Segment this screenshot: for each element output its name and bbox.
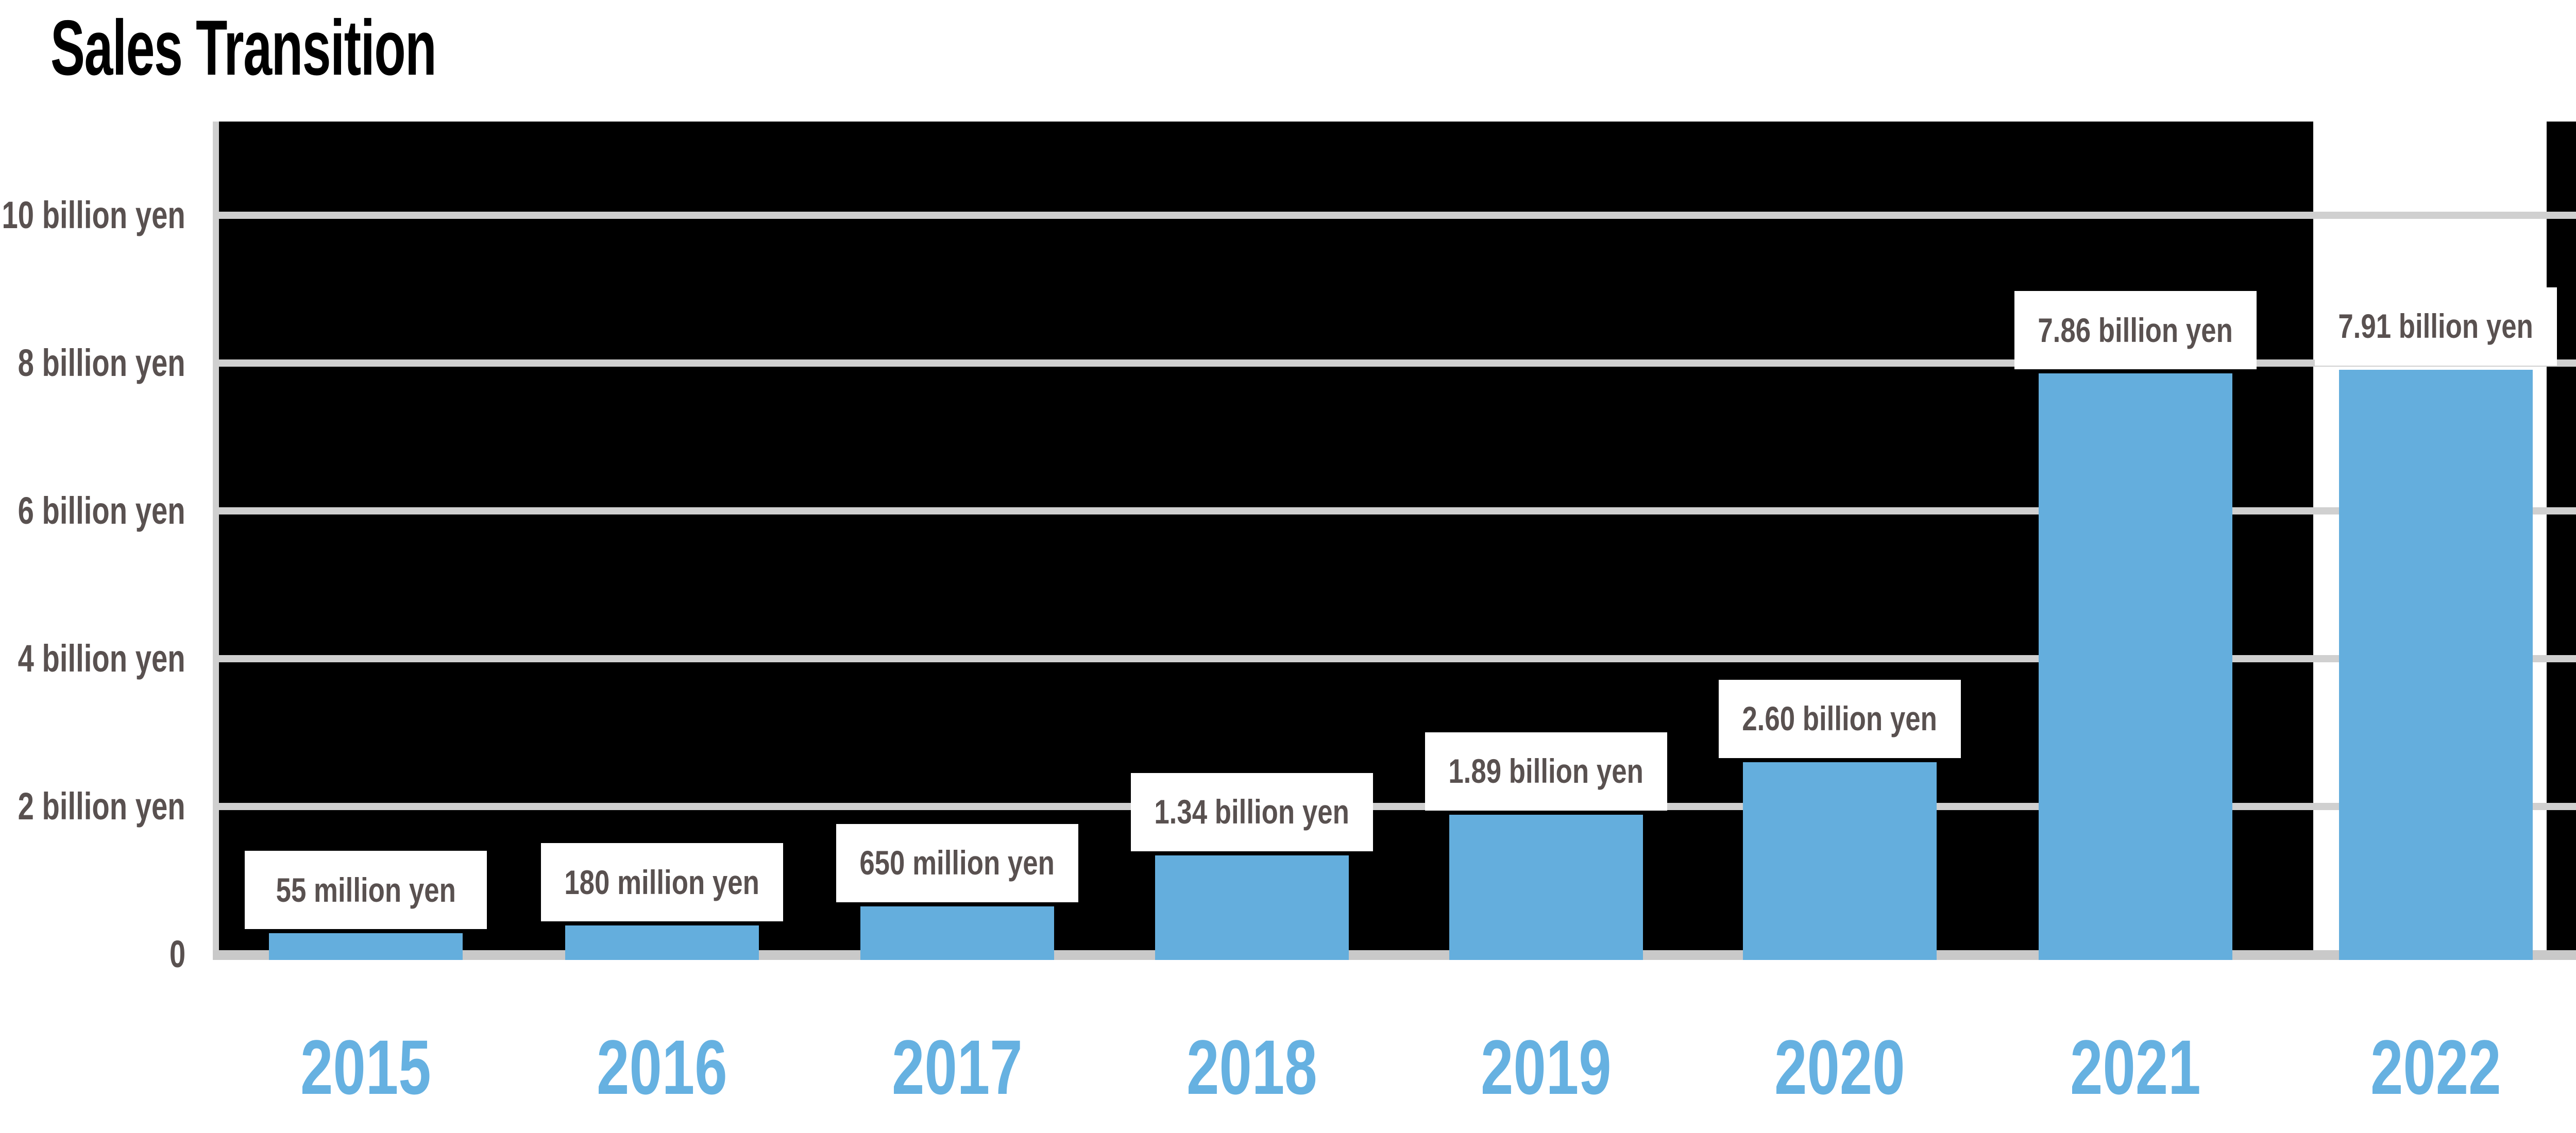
x-axis-year-label: 2017: [823, 1026, 1091, 1108]
bar-value-text: 7.86 billion yen: [2038, 311, 2233, 349]
bar-value-text: 650 million yen: [859, 844, 1055, 882]
bar: [2039, 373, 2232, 960]
bar-value-label: 180 million yen: [541, 843, 783, 922]
year-text: 2020: [1774, 1024, 1905, 1110]
y-axis-label: 10 billion yen: [2, 194, 185, 236]
year-text: 2015: [300, 1024, 431, 1110]
year-text: 2016: [597, 1024, 727, 1110]
y-axis-line: [213, 122, 219, 960]
bar-value-label: 1.34 billion yen: [1131, 772, 1373, 851]
bar-value-label: 7.86 billion yen: [2014, 291, 2257, 370]
bar-value-label: 1.89 billion yen: [1425, 732, 1667, 811]
bar-value-text: 1.89 billion yen: [1448, 752, 1644, 791]
y-axis-label: 8 billion yen: [18, 341, 185, 384]
x-axis-year-label: 2019: [1412, 1026, 1680, 1108]
x-axis-year-label: 2020: [1706, 1026, 1974, 1108]
y-axis-label: 6 billion yen: [18, 489, 185, 532]
gridline: [219, 803, 2576, 810]
bar: [860, 906, 1054, 960]
year-text: 2022: [2370, 1024, 2501, 1110]
plot-background-strip: [2547, 122, 2576, 950]
bar-value-text: 55 million yen: [276, 870, 456, 909]
y-axis-label: 2 billion yen: [18, 785, 185, 828]
bar-value-text: 7.91 billion yen: [2338, 307, 2534, 346]
gridline: [219, 507, 2576, 514]
x-axis-year-label: 2016: [528, 1026, 796, 1108]
bar-value-text: 1.34 billion yen: [1154, 793, 1350, 831]
y-axis-label: 0: [169, 933, 185, 975]
bar-value-text: 180 million yen: [564, 863, 760, 901]
x-axis-year-label: 2022: [2302, 1026, 2570, 1108]
year-text: 2019: [1481, 1024, 1612, 1110]
x-axis-year-label: 2021: [2002, 1026, 2269, 1108]
bar-value-label: 7.91 billion yen: [2315, 287, 2557, 366]
bar: [565, 925, 759, 960]
year-text: 2018: [1187, 1024, 1317, 1110]
gridline: [219, 359, 2576, 367]
x-axis-year-label: 2015: [232, 1026, 500, 1108]
gridline: [219, 655, 2576, 662]
bar-value-label: 2.60 billion yen: [1719, 679, 1961, 758]
gridline: [219, 212, 2576, 219]
chart-title: Sales Transition: [50, 4, 437, 92]
bar-value-label: 55 million yen: [245, 851, 487, 930]
bar-value-label: 650 million yen: [836, 823, 1078, 902]
bar: [1155, 855, 1349, 960]
x-axis-baseline: [213, 950, 2576, 960]
bar: [1449, 814, 1643, 960]
year-text: 2021: [2070, 1024, 2201, 1110]
year-text: 2017: [892, 1024, 1023, 1110]
bar: [1743, 762, 1937, 960]
x-axis-year-label: 2018: [1118, 1026, 1386, 1108]
bar-value-text: 2.60 billion yen: [1742, 699, 1938, 738]
y-axis-label: 4 billion yen: [18, 637, 185, 680]
bar: [269, 933, 463, 960]
bar: [2339, 369, 2533, 960]
